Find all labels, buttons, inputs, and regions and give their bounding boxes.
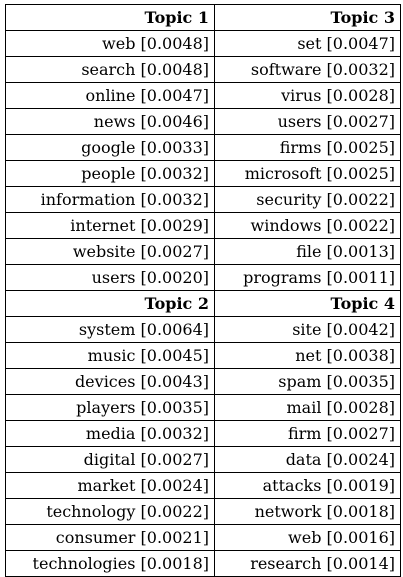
table-cell: web [0.0016] xyxy=(214,524,401,551)
table-cell: search [0.0048] xyxy=(5,56,215,83)
table-cell: website [0.0027] xyxy=(5,238,215,265)
column-header-topic-3: Topic 3 xyxy=(214,4,401,31)
column-header-topic-2: Topic 2 xyxy=(5,290,215,317)
table-row: people [0.0032] microsoft [0.0025] xyxy=(5,160,401,187)
table-row: devices [0.0043] spam [0.0035] xyxy=(5,368,401,395)
table-row: digital [0.0027] data [0.0024] xyxy=(5,446,401,473)
table-cell: players [0.0035] xyxy=(5,394,215,421)
table-cell: internet [0.0029] xyxy=(5,212,215,239)
table-row: media [0.0032] firm [0.0027] xyxy=(5,420,401,447)
column-header-topic-1: Topic 1 xyxy=(5,4,215,31)
table-cell: news [0.0046] xyxy=(5,108,215,135)
table-header-row: Topic 1 Topic 3 xyxy=(5,4,401,31)
table-row: search [0.0048] software [0.0032] xyxy=(5,56,401,83)
table-cell: file [0.0013] xyxy=(214,238,401,265)
table-cell: software [0.0032] xyxy=(214,56,401,83)
table-cell: virus [0.0028] xyxy=(214,82,401,109)
table-row: market [0.0024] attacks [0.0019] xyxy=(5,472,401,499)
table-cell: web [0.0048] xyxy=(5,30,215,57)
table-cell: music [0.0045] xyxy=(5,342,215,369)
table-row: web [0.0048] set [0.0047] xyxy=(5,30,401,57)
table-cell: devices [0.0043] xyxy=(5,368,215,395)
table-cell: set [0.0047] xyxy=(214,30,401,57)
table-cell: information [0.0032] xyxy=(5,186,215,213)
table-cell: digital [0.0027] xyxy=(5,446,215,473)
table-cell: system [0.0064] xyxy=(5,316,215,343)
table-cell: network [0.0018] xyxy=(214,498,401,525)
table-row: players [0.0035] mail [0.0028] xyxy=(5,394,401,421)
table-row: website [0.0027] file [0.0013] xyxy=(5,238,401,265)
table-cell: data [0.0024] xyxy=(214,446,401,473)
table-row: online [0.0047] virus [0.0028] xyxy=(5,82,401,109)
table-cell: users [0.0027] xyxy=(214,108,401,135)
table-cell: spam [0.0035] xyxy=(214,368,401,395)
column-header-topic-4: Topic 4 xyxy=(214,290,401,317)
table-cell: media [0.0032] xyxy=(5,420,215,447)
table-header-row: Topic 2 Topic 4 xyxy=(5,290,401,317)
table-row: users [0.0020] programs [0.0011] xyxy=(5,264,401,291)
table-cell: windows [0.0022] xyxy=(214,212,401,239)
table-row: information [0.0032] security [0.0022] xyxy=(5,186,401,213)
table-cell: firms [0.0025] xyxy=(214,134,401,161)
table-cell: people [0.0032] xyxy=(5,160,215,187)
table-cell: technology [0.0022] xyxy=(5,498,215,525)
table-row: google [0.0033] firms [0.0025] xyxy=(5,134,401,161)
table-row: technology [0.0022] network [0.0018] xyxy=(5,498,401,525)
table-row: consumer [0.0021] web [0.0016] xyxy=(5,524,401,551)
table-row: system [0.0064] site [0.0042] xyxy=(5,316,401,343)
table-cell: online [0.0047] xyxy=(5,82,215,109)
table-cell: security [0.0022] xyxy=(214,186,401,213)
topic-table-container: Topic 1 Topic 3 web [0.0048] set [0.0047… xyxy=(5,4,401,577)
table-row: music [0.0045] net [0.0038] xyxy=(5,342,401,369)
topic-words-table: Topic 1 Topic 3 web [0.0048] set [0.0047… xyxy=(5,4,401,577)
table-cell: site [0.0042] xyxy=(214,316,401,343)
table-cell: attacks [0.0019] xyxy=(214,472,401,499)
table-cell: net [0.0038] xyxy=(214,342,401,369)
table-cell: firm [0.0027] xyxy=(214,420,401,447)
table-cell: programs [0.0011] xyxy=(214,264,401,291)
table-cell: consumer [0.0021] xyxy=(5,524,215,551)
table-cell: mail [0.0028] xyxy=(214,394,401,421)
table-row: internet [0.0029] windows [0.0022] xyxy=(5,212,401,239)
table-cell: google [0.0033] xyxy=(5,134,215,161)
table-cell: users [0.0020] xyxy=(5,264,215,291)
table-row: news [0.0046] users [0.0027] xyxy=(5,108,401,135)
table-cell: microsoft [0.0025] xyxy=(214,160,401,187)
table-cell: market [0.0024] xyxy=(5,472,215,499)
